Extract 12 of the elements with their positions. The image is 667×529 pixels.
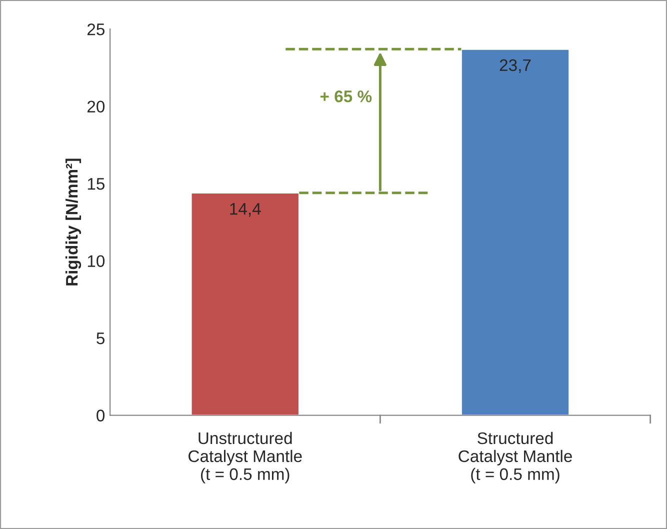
data-label: 14,4 (230, 203, 261, 217)
y-tick-label: 25 (87, 23, 104, 36)
y-tick-label: 20 (87, 100, 105, 113)
x-tick-label: Structured Catalyst Mantle (t = 0.5 mm) (458, 432, 572, 484)
y-tick-label: 10 (88, 255, 105, 267)
y-tick-label: 15 (88, 178, 104, 190)
x-tick-label: Unstructured Catalyst Mantle (t = 0.5 mm) (188, 432, 302, 484)
data-label: 23,7 (500, 59, 531, 74)
y-tick-label: 0 (96, 410, 105, 422)
y-tick-label: 5 (96, 332, 104, 344)
annotation: + 65 % (320, 90, 372, 102)
y-axis-title: Rigidity [N/mm²] (65, 158, 82, 286)
